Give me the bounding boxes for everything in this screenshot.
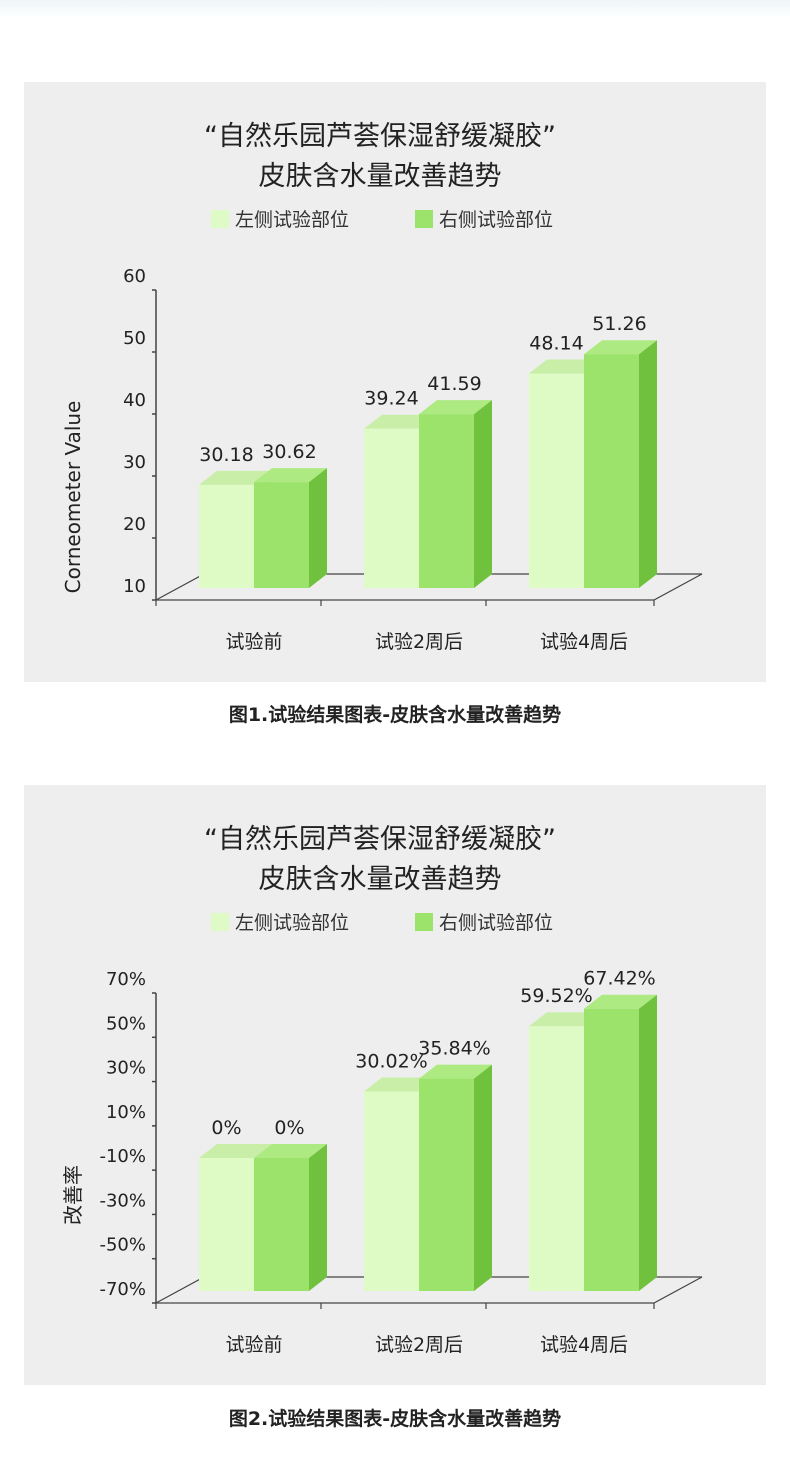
x-tick-label: 试验4周后 <box>540 631 628 653</box>
data-label: 30.62 <box>262 441 316 463</box>
bar-left <box>364 428 419 588</box>
legend-swatch-right <box>415 913 433 931</box>
plot-area: 10 20 30 40 50 60 试验前 试验2周后 试验4周后 30.18 30.62 39.24… <box>123 266 703 653</box>
bar-right-side <box>474 1064 492 1291</box>
y-tick-label: -10% <box>99 1146 146 1167</box>
chart-subtitle: 皮肤含水量改善趋势 <box>259 161 502 192</box>
x-tick-label: 试验前 <box>225 631 282 653</box>
legend-label-right: 右侧试验部位 <box>439 912 553 934</box>
bar-right-top <box>584 340 657 355</box>
bar-left <box>199 1158 254 1291</box>
y-tick-label: 10 <box>123 576 146 597</box>
data-label: 59.52% <box>520 985 592 1007</box>
data-label: 0% <box>211 1117 241 1139</box>
y-tick-label: -30% <box>99 1190 146 1211</box>
y-tick-label: 30% <box>106 1058 146 1079</box>
x-tick-label: 试验4周后 <box>540 1334 628 1356</box>
chart-1: “自然乐园芦荟保湿舒缓凝胶” 皮肤含水量改善趋势 左侧试验部位 右侧试验部位 C… <box>61 121 703 653</box>
legend-label-left: 左侧试验部位 <box>235 209 349 231</box>
y-tick-label: 40 <box>123 390 146 411</box>
data-label: 0% <box>274 1117 304 1139</box>
y-tick-label: 10% <box>106 1102 146 1123</box>
bar-left <box>529 373 584 588</box>
y-axis-label: 改善率 <box>61 1165 85 1225</box>
bar-right-side <box>639 340 657 588</box>
figure-caption-2: 图2.试验结果图表-皮肤含水量改善趋势 <box>228 1408 562 1430</box>
y-tick-label: 30 <box>123 452 146 473</box>
chart-panel-2: “自然乐园芦荟保湿舒缓凝胶” 皮肤含水量改善趋势 左侧试验部位 右侧试验部位 改… <box>24 785 766 1385</box>
x-tick-label: 试验2周后 <box>375 631 463 653</box>
x-tick-label: 试验前 <box>225 1334 282 1356</box>
bar-left-top <box>529 359 602 374</box>
bar-right <box>584 354 639 588</box>
y-tick-label: 70% <box>106 969 146 990</box>
data-label: 30.18 <box>199 444 253 466</box>
bar-left-top <box>199 1144 272 1158</box>
bar-right <box>419 1078 474 1291</box>
bar-right-side <box>639 994 657 1291</box>
bar-right-side <box>474 400 492 588</box>
chart-floor <box>155 573 703 601</box>
bar-right-top <box>254 1144 327 1158</box>
top-strip <box>0 0 790 18</box>
chart-title: “自然乐园芦荟保湿舒缓凝胶” <box>204 824 556 855</box>
y-tick-label: 20 <box>123 514 146 535</box>
bar-right-top <box>419 1064 492 1079</box>
bar-left <box>529 1026 584 1291</box>
bar-right-top <box>419 400 492 415</box>
plot-area: -70% -50% -30% -10% 10% 30% 50% 70% 试验前 试验2周后 试验4周… <box>99 968 703 1356</box>
bar-right <box>584 1008 639 1291</box>
data-label: 39.24 <box>364 388 418 410</box>
legend-label-left: 左侧试验部位 <box>235 912 349 934</box>
chart-subtitle: 皮肤含水量改善趋势 <box>259 864 502 895</box>
chart-title: “自然乐园芦荟保湿舒缓凝胶” <box>204 121 556 152</box>
bar-right-side <box>309 1144 327 1291</box>
bar-left-top <box>529 1012 602 1027</box>
y-tick-label: 50 <box>123 328 146 349</box>
legend-swatch-left <box>211 210 229 228</box>
y-tick-label: -50% <box>99 1235 146 1256</box>
bar-right-top <box>584 994 657 1009</box>
bar-left-top <box>364 414 437 429</box>
y-tick-label: 50% <box>106 1013 146 1034</box>
legend-label-right: 右侧试验部位 <box>439 209 553 231</box>
legend-swatch-left <box>211 913 229 931</box>
bar-right <box>419 414 474 588</box>
chart-2: “自然乐园芦荟保湿舒缓凝胶” 皮肤含水量改善趋势 左侧试验部位 右侧试验部位 改… <box>61 824 703 1356</box>
bar-left <box>199 484 254 588</box>
chart-floor <box>155 1276 703 1304</box>
bar-left <box>364 1091 419 1291</box>
figure-caption-1: 图1.试验结果图表-皮肤含水量改善趋势 <box>228 704 562 726</box>
data-label: 41.59 <box>427 373 481 395</box>
bar-right <box>254 1158 309 1291</box>
bar-right <box>254 482 309 588</box>
y-tick-label: -70% <box>99 1279 146 1300</box>
bar-left-top <box>364 1077 437 1092</box>
bar-right-side <box>309 468 327 588</box>
data-label: 48.14 <box>529 333 583 355</box>
y-axis-label: Corneometer Value <box>61 401 85 594</box>
bar-left-top <box>199 470 272 485</box>
data-label: 51.26 <box>592 313 646 335</box>
data-label: 35.84% <box>418 1038 490 1060</box>
bar-right-top <box>254 468 327 483</box>
data-label: 30.02% <box>355 1051 427 1073</box>
chart-panel-1: “自然乐园芦荟保湿舒缓凝胶” 皮肤含水量改善趋势 左侧试验部位 右侧试验部位 C… <box>24 82 766 682</box>
x-tick-label: 试验2周后 <box>375 1334 463 1356</box>
y-tick-label: 60 <box>123 266 146 287</box>
legend-swatch-right <box>415 210 433 228</box>
data-label: 67.42% <box>583 968 655 990</box>
